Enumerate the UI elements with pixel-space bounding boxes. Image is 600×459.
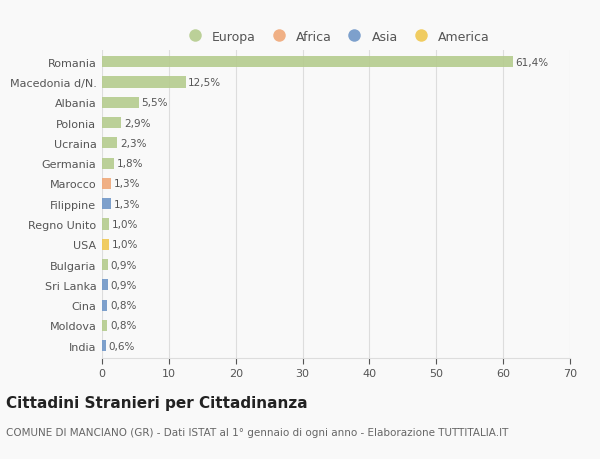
Text: 2,3%: 2,3% xyxy=(120,139,146,149)
Bar xyxy=(102,77,185,89)
Legend: Europa, Africa, Asia, America: Europa, Africa, Asia, America xyxy=(182,31,490,44)
Bar xyxy=(102,219,109,230)
Text: 1,8%: 1,8% xyxy=(117,159,143,169)
Text: 2,9%: 2,9% xyxy=(124,118,151,129)
Bar xyxy=(102,320,107,331)
Bar xyxy=(102,340,106,352)
Bar xyxy=(102,280,108,291)
Bar xyxy=(102,199,110,210)
Text: 1,0%: 1,0% xyxy=(112,240,138,250)
Text: 61,4%: 61,4% xyxy=(515,58,548,67)
Text: 1,3%: 1,3% xyxy=(113,199,140,209)
Text: 1,0%: 1,0% xyxy=(112,219,138,230)
Text: 0,6%: 0,6% xyxy=(109,341,135,351)
Bar xyxy=(102,259,108,270)
Text: 0,9%: 0,9% xyxy=(110,260,137,270)
Bar xyxy=(102,300,107,311)
Bar xyxy=(102,118,121,129)
Bar xyxy=(102,57,512,68)
Text: 0,9%: 0,9% xyxy=(110,280,137,290)
Text: 1,3%: 1,3% xyxy=(113,179,140,189)
Text: 0,8%: 0,8% xyxy=(110,321,136,330)
Text: 5,5%: 5,5% xyxy=(142,98,168,108)
Text: COMUNE DI MANCIANO (GR) - Dati ISTAT al 1° gennaio di ogni anno - Elaborazione T: COMUNE DI MANCIANO (GR) - Dati ISTAT al … xyxy=(6,427,508,437)
Bar xyxy=(102,179,110,190)
Bar xyxy=(102,158,114,169)
Bar xyxy=(102,138,118,149)
Bar xyxy=(102,239,109,250)
Bar xyxy=(102,97,139,109)
Text: 0,8%: 0,8% xyxy=(110,301,136,310)
Text: 12,5%: 12,5% xyxy=(188,78,221,88)
Text: Cittadini Stranieri per Cittadinanza: Cittadini Stranieri per Cittadinanza xyxy=(6,395,308,410)
